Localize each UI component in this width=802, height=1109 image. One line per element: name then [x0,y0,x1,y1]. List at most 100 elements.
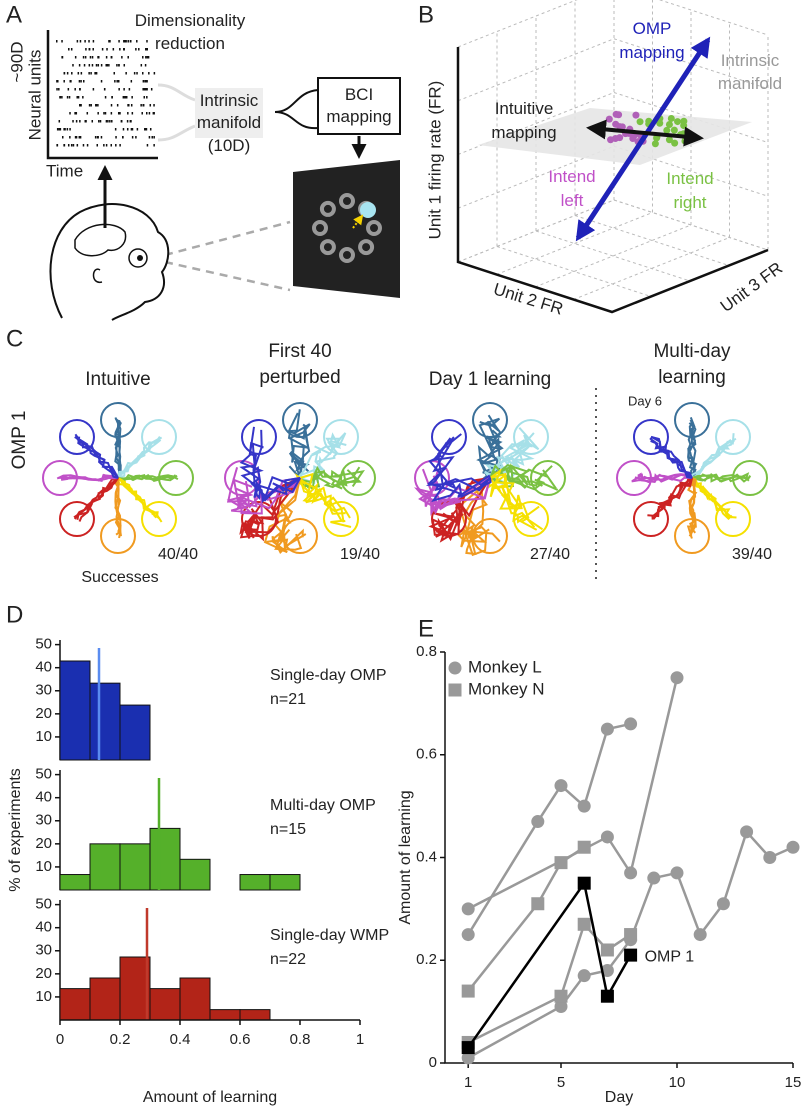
target [530,460,566,496]
spike [61,56,63,59]
unit-dot [665,120,673,128]
target [58,418,95,455]
trajectory [60,474,119,482]
unit-dot [651,140,659,148]
column-title: First 40 perturbed [259,341,340,388]
raster-axes [46,30,158,160]
spike [76,40,79,43]
spike [85,120,87,123]
spike [135,136,137,139]
target [42,460,78,496]
y-tick-label: 0.6 [416,746,437,763]
spike [67,88,70,91]
spike [80,80,82,83]
line: Day 1 learning [429,369,552,390]
unit-dot [680,117,688,125]
spike [153,104,155,107]
data-point [531,897,545,911]
spike [124,40,126,43]
spike [85,48,87,51]
target [323,418,360,455]
spike [110,144,112,147]
spike [148,136,151,139]
data-point [600,722,614,736]
spike [91,56,94,59]
cursor-target [360,202,376,218]
line: OMP [633,19,672,38]
line: Intend [548,167,595,186]
unit-dot [611,134,619,142]
spike [88,72,90,75]
legend-marker [448,683,462,697]
spike [75,120,78,123]
spike [106,64,109,67]
trajectory [117,474,177,483]
spike [79,104,81,107]
spike [100,64,103,67]
y-tick-label: 50 [35,636,52,653]
trajectory [114,419,122,479]
trajectory [239,429,301,499]
y-tick-label: 0.2 [416,951,437,968]
spike [79,88,81,91]
intuitive-label: Intuitive mapping [491,99,556,142]
spike [133,72,136,75]
spike [80,104,82,107]
trajectory [488,432,535,479]
line: right [673,193,706,212]
spike [118,88,120,91]
trajectory [74,436,119,479]
spike [123,64,126,67]
line: reduction [155,34,225,53]
spike [104,112,107,115]
spike [145,48,147,51]
bar [89,682,121,761]
y-tick-label: 10 [35,858,52,875]
spike [82,96,84,99]
spike [128,88,131,91]
target [240,501,277,538]
spike [128,104,130,107]
spike [126,128,129,131]
spike [68,48,70,51]
spike [74,88,76,91]
spike [153,136,155,139]
row-label: OMP 1 [9,411,30,470]
spike [79,40,82,43]
spike [76,96,78,99]
spike [103,88,106,91]
trajectory [686,477,697,539]
spike [86,112,89,115]
target-ring [319,239,336,256]
spike [153,112,155,115]
y-axis-label: Amount of learning [397,790,414,924]
data-point [554,999,568,1013]
spike [63,80,65,83]
trajectory [489,477,536,528]
data-point [600,964,614,978]
data-point [577,799,591,813]
spike [144,80,147,83]
spike [142,72,144,75]
spike [146,88,148,91]
spike [58,128,60,131]
spike [110,56,113,59]
spike [136,128,139,131]
spike [148,112,151,115]
trajectory [114,417,121,479]
data-point [763,851,777,864]
data-point [577,917,591,931]
spike [146,40,148,43]
line: (10D) [208,136,251,155]
bar [179,858,211,891]
spike [67,144,70,147]
unit-dot [605,115,613,123]
spike [136,72,138,75]
unit-dot [674,118,682,126]
spike [70,144,73,147]
target-ring [312,220,328,236]
target [430,418,467,455]
spike [142,56,144,59]
line: Intuitive [85,369,150,390]
data-point [716,897,730,911]
